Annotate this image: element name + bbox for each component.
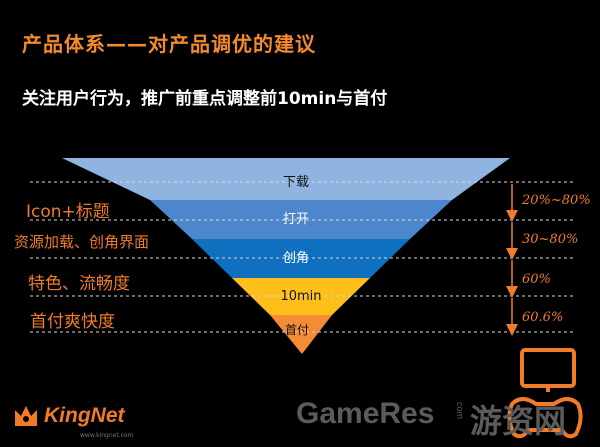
gamepad-monitor-icon bbox=[507, 348, 583, 439]
dashed-separators bbox=[30, 181, 575, 333]
watermark-cn: 游资网 bbox=[470, 402, 567, 440]
left-label-resource-loading: 资源加载、创角界面 bbox=[14, 233, 150, 251]
watermark-com: com bbox=[455, 402, 465, 420]
left-label-icon-title: Icon+标题 bbox=[26, 202, 110, 222]
page-title: 产品体系——对产品调优的建议 bbox=[22, 32, 316, 56]
stage-label: 10min bbox=[280, 289, 321, 304]
left-label-features: 特色、流畅度 bbox=[28, 274, 130, 294]
stage-label: 打开 bbox=[283, 212, 309, 227]
stage-label: 下载 bbox=[283, 175, 309, 190]
left-label-first-pay: 首付爽快度 bbox=[30, 312, 115, 332]
kingnet-crown-icon bbox=[15, 406, 37, 426]
logo-text: KingNet bbox=[44, 404, 125, 427]
funnel-stage-download bbox=[62, 158, 510, 200]
logo-subtext: www.kingnet.com bbox=[80, 432, 134, 439]
kingnet-logo: KingNet bbox=[12, 402, 125, 430]
funnel-stage-first-pay bbox=[270, 315, 332, 354]
right-label-rate: 30~80% bbox=[522, 232, 579, 247]
right-label-rate: 60% bbox=[522, 272, 551, 287]
page-subtitle: 关注用户行为，推广前重点调整前10min与首付 bbox=[22, 89, 388, 109]
stage-label: 首付 bbox=[285, 323, 309, 337]
right-label-rate: 20%~80% bbox=[522, 193, 591, 208]
right-label-rate: 60.6% bbox=[522, 310, 564, 325]
stage-label: 创角 bbox=[283, 251, 309, 266]
watermark: GameRes bbox=[296, 397, 435, 430]
